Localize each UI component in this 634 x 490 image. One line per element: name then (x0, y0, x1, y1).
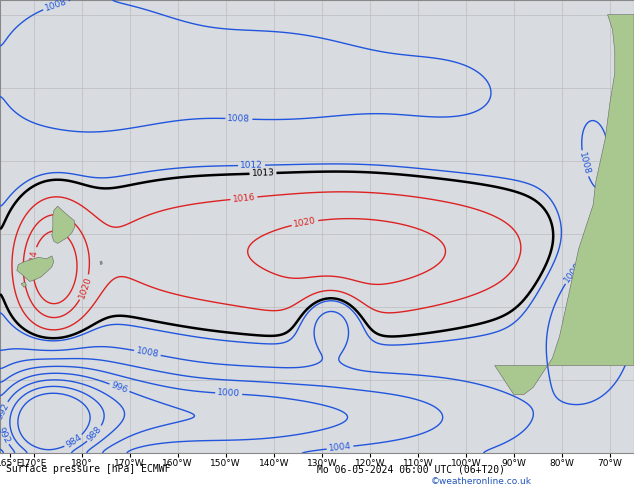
Text: 1008: 1008 (227, 114, 250, 123)
Text: ©weatheronline.co.uk: ©weatheronline.co.uk (431, 477, 532, 486)
Text: 1004: 1004 (565, 298, 583, 322)
Text: 1013: 1013 (251, 169, 275, 178)
Text: Surface pressure [hPa] ECMWF: Surface pressure [hPa] ECMWF (6, 465, 171, 474)
Text: 1008: 1008 (578, 151, 592, 176)
Text: 1008: 1008 (44, 0, 68, 13)
Text: 1020: 1020 (293, 216, 317, 229)
Text: 1024: 1024 (27, 248, 39, 272)
Text: Mo 06-05-2024 06:00 UTC (06+T20): Mo 06-05-2024 06:00 UTC (06+T20) (317, 465, 505, 474)
Text: 1008: 1008 (562, 261, 583, 285)
Text: 1020: 1020 (77, 275, 93, 300)
Polygon shape (52, 206, 75, 244)
Text: 988: 988 (86, 424, 104, 443)
Text: 984: 984 (64, 433, 83, 450)
Polygon shape (21, 282, 27, 287)
Polygon shape (17, 256, 54, 281)
Text: 1004: 1004 (328, 442, 352, 453)
Text: 1016: 1016 (232, 193, 256, 204)
Text: 1012: 1012 (240, 161, 263, 170)
Polygon shape (100, 261, 102, 265)
Text: 992: 992 (0, 401, 11, 421)
Text: 996: 996 (110, 380, 129, 395)
Polygon shape (495, 15, 634, 395)
Text: 992: 992 (0, 425, 12, 445)
Text: 1008: 1008 (135, 346, 160, 360)
Text: 1000: 1000 (217, 389, 240, 399)
